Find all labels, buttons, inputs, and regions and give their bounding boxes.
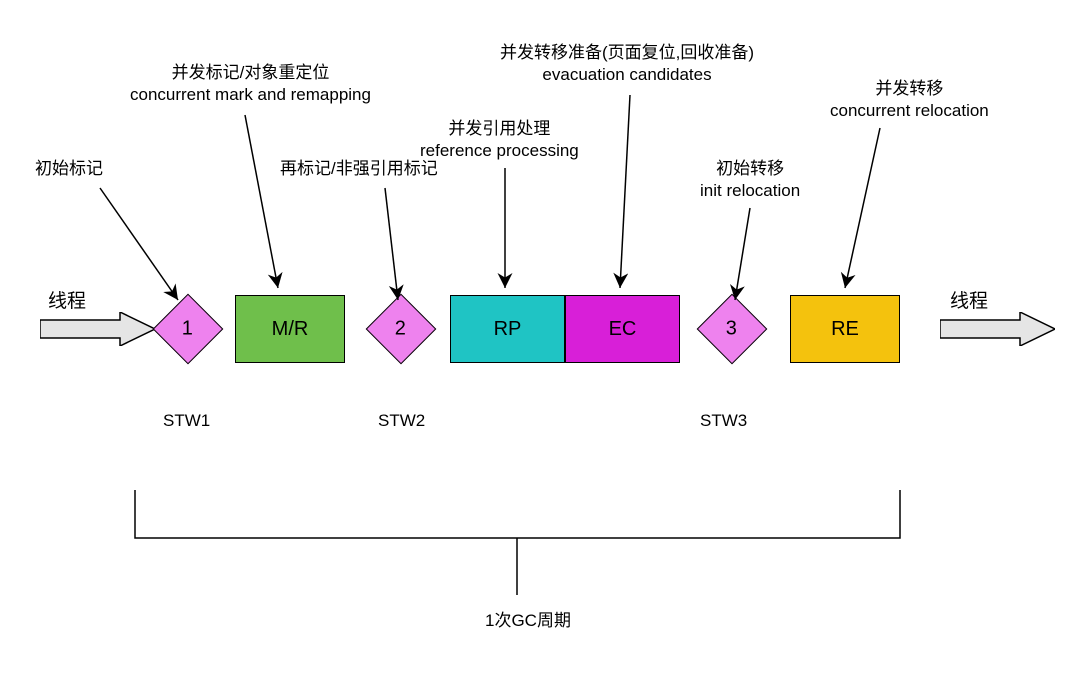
gc-cycle-bracket <box>0 0 1080 677</box>
gc-cycle-label: 1次GC周期 <box>485 610 571 632</box>
